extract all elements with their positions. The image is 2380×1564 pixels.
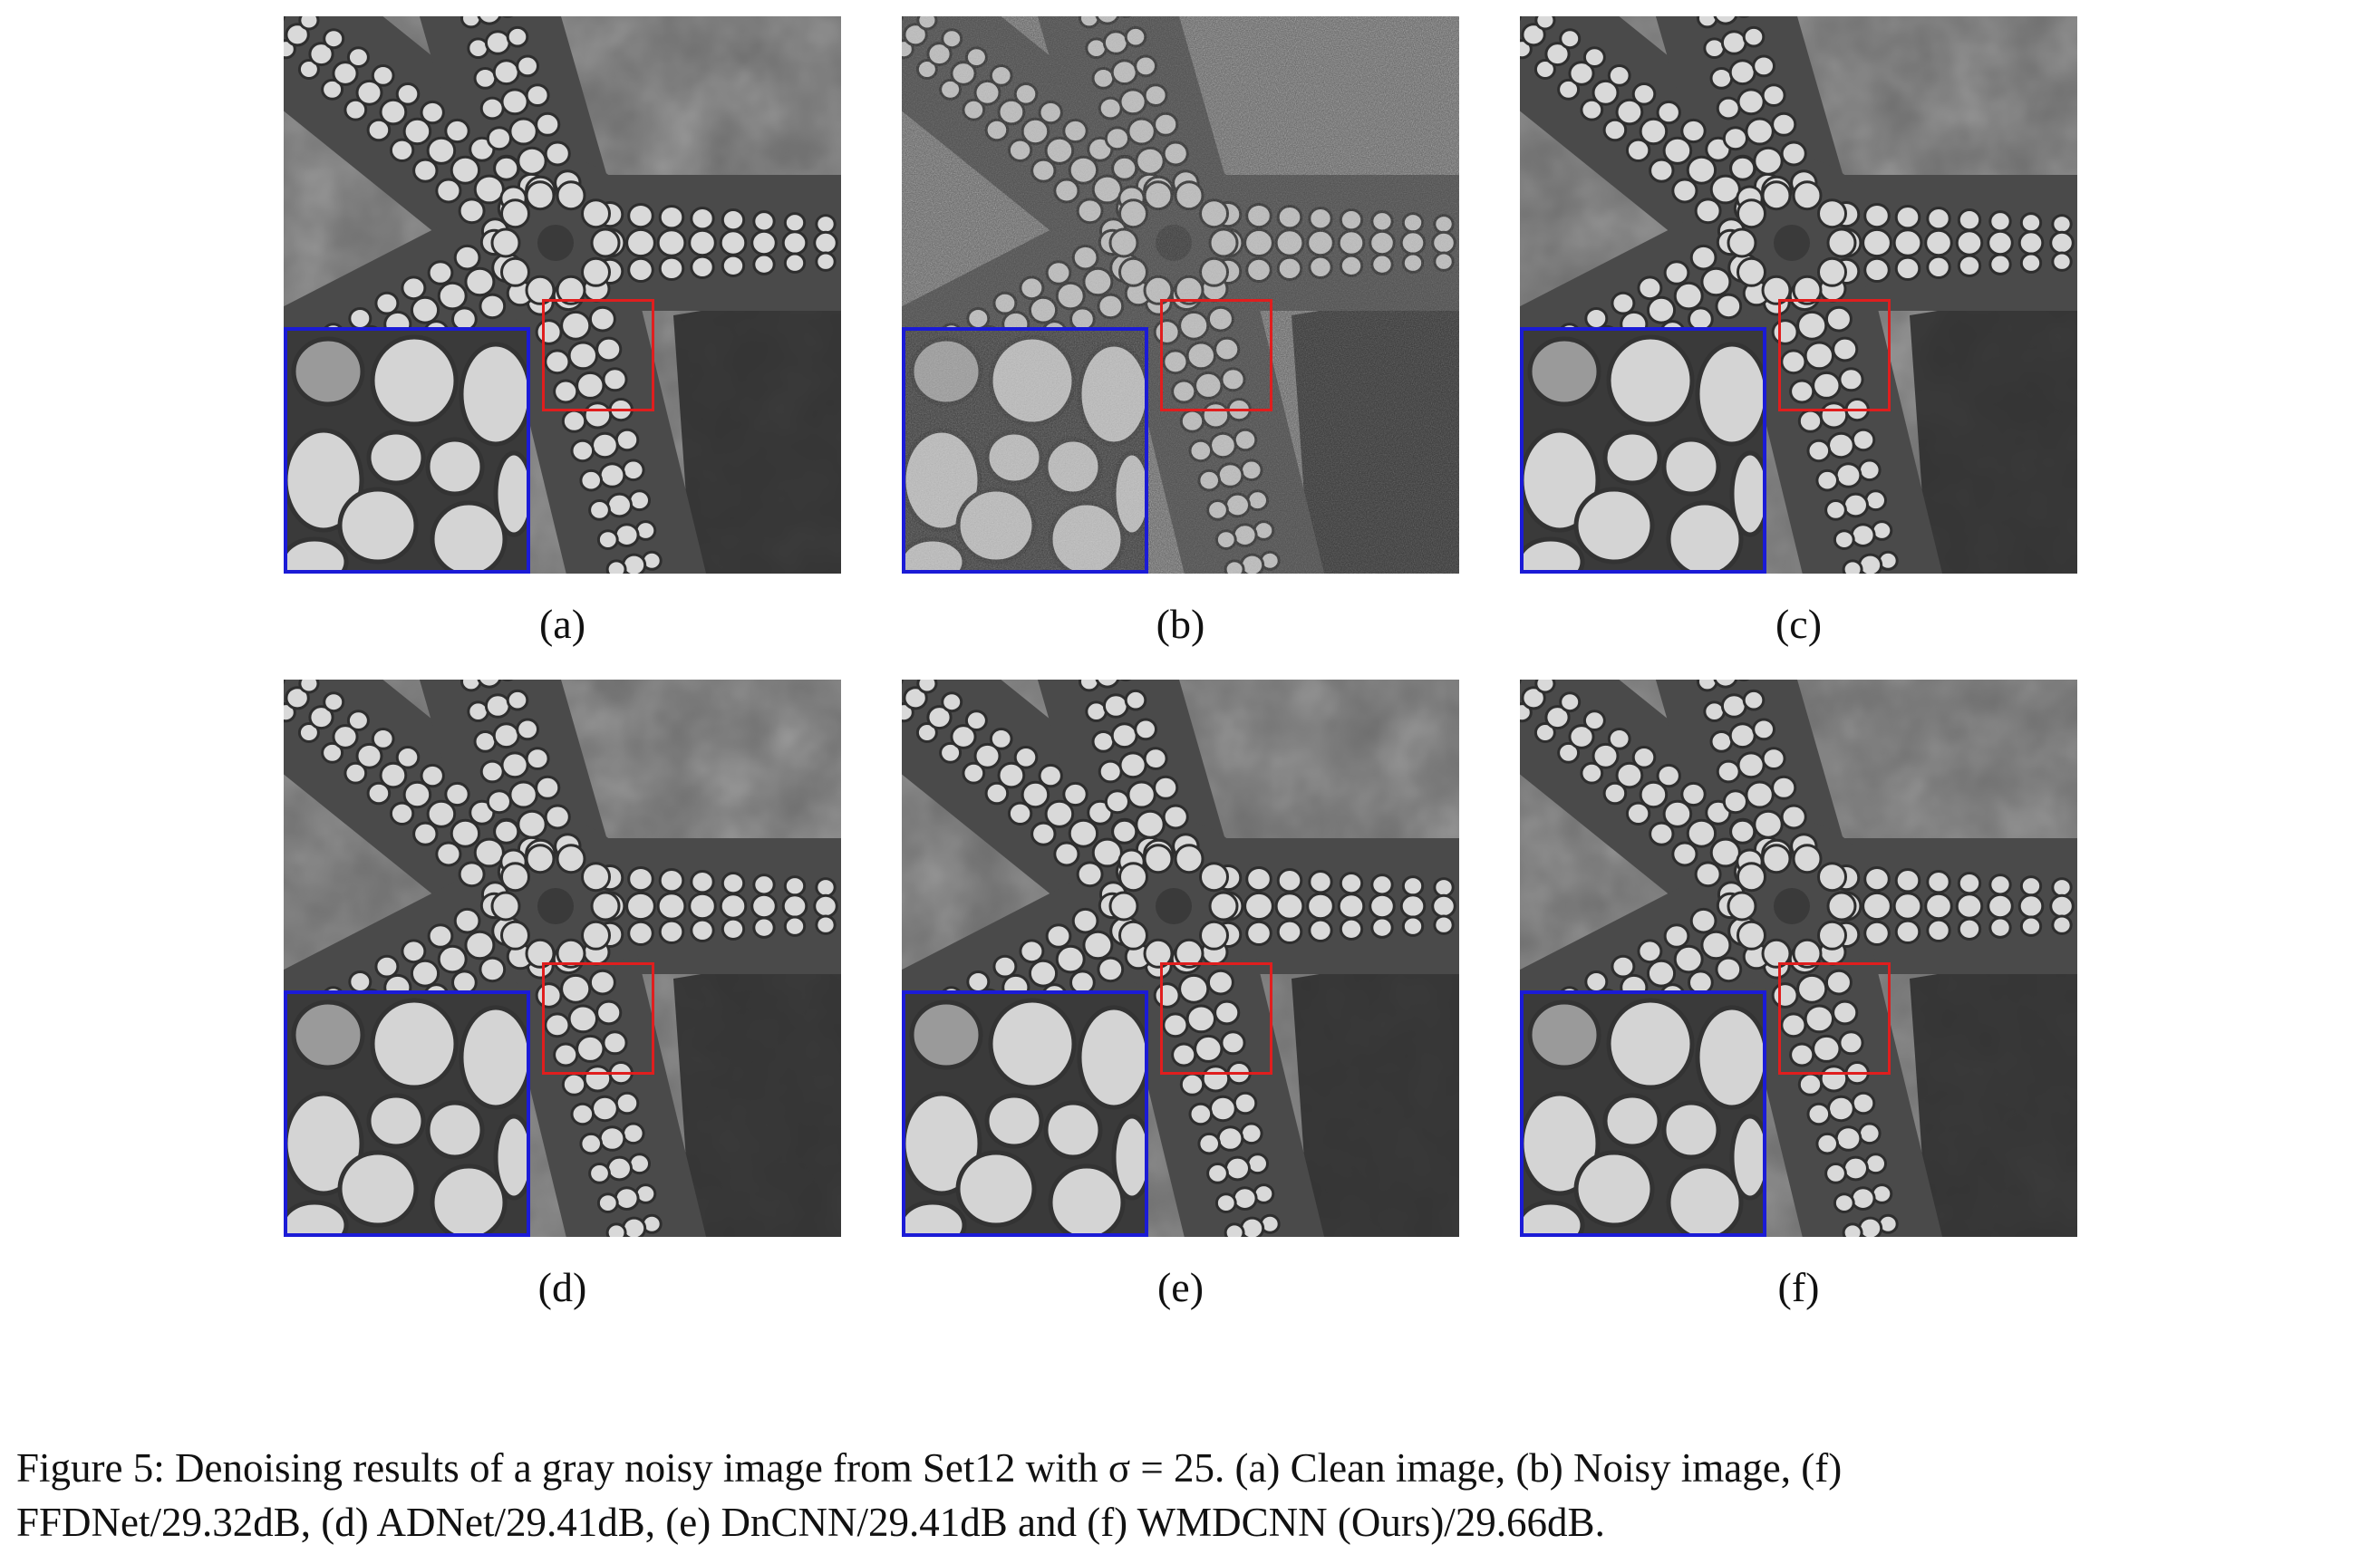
zoom-inset: [1520, 990, 1766, 1237]
caption-line-2: FFDNet/29.32dB, (d) ADNet/29.41dB, (e) D…: [16, 1500, 1605, 1545]
panel-d-label: (d): [537, 1264, 587, 1310]
zoom-inset: [902, 327, 1148, 574]
zoom-region-box: [1778, 962, 1891, 1075]
panel-a-image: [284, 16, 841, 574]
zoom-inset: [902, 990, 1148, 1237]
panel-d-image: [284, 680, 841, 1237]
panel-f-label: (f): [1777, 1264, 1820, 1310]
zoom-inset: [1520, 327, 1766, 574]
panel-c-label: (c): [1775, 601, 1823, 647]
zoom-region-box: [542, 299, 654, 411]
panel-a-label: (a): [538, 601, 586, 647]
panel-f-image: [1520, 680, 2077, 1237]
zoom-region-box: [1160, 299, 1272, 411]
zoom-inset: [284, 327, 530, 574]
zoom-region-box: [542, 962, 654, 1075]
figure-caption: Figure 5: Denoising results of a gray no…: [16, 1441, 2364, 1550]
caption-line-1: Figure 5: Denoising results of a gray no…: [16, 1445, 1843, 1491]
panel-b-label: (b): [1156, 601, 1205, 647]
panel-e-label: (e): [1156, 1264, 1205, 1310]
panel-e-image: [902, 680, 1459, 1237]
zoom-region-box: [1778, 299, 1891, 411]
panel-c-image: [1520, 16, 2077, 574]
zoom-inset: [284, 990, 530, 1237]
panel-b-image: [902, 16, 1459, 574]
zoom-region-box: [1160, 962, 1272, 1075]
